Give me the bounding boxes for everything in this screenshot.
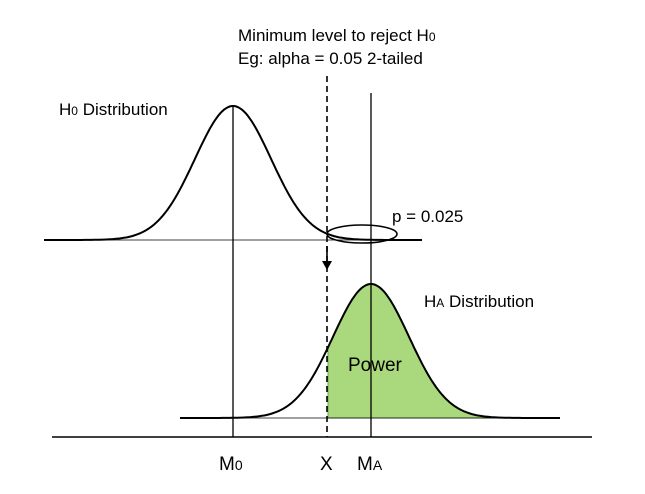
m0-main: M — [219, 454, 235, 475]
h0-label-main: H — [59, 100, 71, 119]
h0-distribution-label: H0 Distribution — [59, 100, 168, 119]
ha-curve — [180, 283, 560, 419]
ha-distribution-label: HA Distribution — [424, 292, 534, 311]
annotation-line-1-sub: 0 — [429, 30, 436, 44]
ha-label-rest: Distribution — [444, 292, 534, 311]
axis-label-x: X — [320, 454, 333, 475]
axis-label-ma: MA — [357, 454, 383, 475]
h0-label-rest: Distribution — [78, 100, 168, 119]
ha-label-main: H — [424, 292, 436, 311]
annotation-line-1: Minimum level to reject H0 — [238, 26, 436, 45]
power-label: Power — [348, 355, 403, 376]
ma-sub: A — [373, 457, 383, 473]
tail-highlight-ellipse — [326, 224, 398, 244]
ha-label-sub: A — [436, 296, 444, 310]
h0-label-sub: 0 — [71, 104, 78, 118]
annotation-line-1-text: Minimum level to reject H — [238, 26, 429, 45]
ma-main: M — [357, 454, 373, 475]
axis-label-m0: M0 — [219, 454, 243, 475]
down-arrow-icon — [322, 261, 332, 270]
p-value-label: p = 0.025 — [392, 207, 463, 226]
annotation-line-2: Eg: alpha = 0.05 2-tailed — [238, 49, 423, 68]
m0-sub: 0 — [235, 457, 243, 473]
